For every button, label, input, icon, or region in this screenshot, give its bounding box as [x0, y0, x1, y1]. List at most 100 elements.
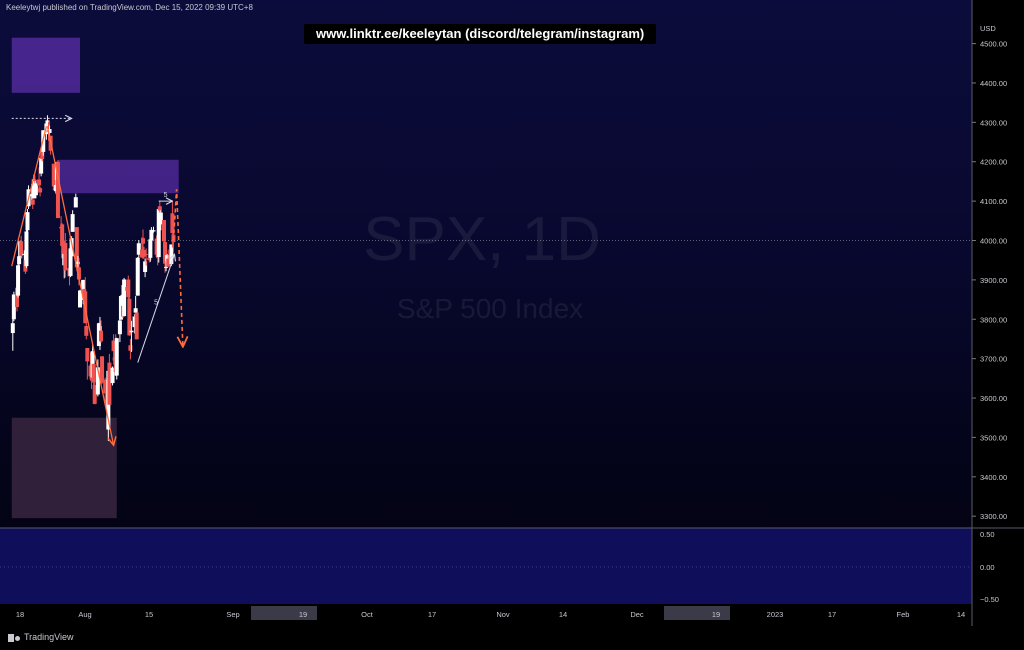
candle-body	[22, 253, 27, 255]
time-label: Aug	[78, 610, 91, 619]
projection	[172, 189, 182, 347]
time-highlight	[664, 606, 730, 620]
candle-body	[92, 385, 97, 404]
candle-body	[11, 294, 16, 320]
time-label: Feb	[897, 610, 910, 619]
candle	[134, 312, 139, 340]
candle-body	[84, 325, 89, 336]
indicator-label: −0.50	[980, 595, 999, 604]
time-label: Sep	[226, 610, 239, 619]
time-highlight	[251, 606, 317, 620]
candle-body	[29, 194, 34, 197]
candle	[63, 233, 68, 278]
candle-body	[45, 120, 50, 127]
price-axis-bg	[972, 0, 1024, 626]
candle-body	[85, 348, 90, 362]
candle-body	[136, 243, 141, 255]
candle-body	[39, 157, 44, 174]
candle-body	[112, 357, 117, 361]
candle-body	[17, 256, 22, 265]
candle-body	[114, 338, 119, 376]
candle-body	[61, 240, 66, 259]
tradingview-logo[interactable]: TradingView	[8, 632, 74, 642]
candle-body	[15, 287, 19, 308]
time-label: 19	[299, 610, 307, 619]
candle	[135, 257, 140, 296]
candle-body	[162, 220, 166, 242]
candle-body	[55, 162, 60, 219]
candle-body	[156, 209, 161, 258]
candle-body	[128, 345, 133, 351]
candle	[51, 163, 56, 189]
axes-layer: USD 4500.00 4400.00 4300.00 4200.00 4100.00 40…	[0, 0, 1024, 626]
downtrend-arrow	[46, 126, 113, 445]
tradingview-label: TradingView	[24, 632, 74, 642]
candle-body	[132, 316, 137, 328]
candle	[158, 210, 163, 231]
time-label: 14	[957, 610, 965, 619]
candle-body	[95, 367, 100, 395]
price-label: 4200.00	[980, 158, 1007, 167]
candle-body	[99, 330, 103, 342]
candle-body	[16, 265, 21, 296]
candle	[149, 227, 154, 242]
candle	[166, 249, 171, 267]
candle	[132, 314, 137, 334]
candle-body	[164, 266, 169, 268]
candle	[122, 277, 127, 317]
candle	[151, 226, 156, 233]
candle	[103, 377, 108, 403]
time-label: 19	[712, 610, 720, 619]
candle	[73, 193, 78, 208]
candle-body	[30, 199, 35, 205]
time-label: 2023	[767, 610, 784, 619]
candle-body	[53, 184, 58, 191]
candle-body	[135, 257, 140, 296]
candle	[129, 320, 134, 352]
candle	[10, 319, 15, 351]
candle	[33, 181, 38, 199]
price-label: 4100.00	[980, 197, 1007, 206]
candle	[127, 282, 132, 336]
wedge-support	[137, 254, 175, 363]
price-axis-unit: USD	[980, 24, 996, 33]
time-label: 14	[559, 610, 567, 619]
candle-body	[51, 163, 56, 187]
price-label: 3400.00	[980, 473, 1007, 482]
candle-body	[103, 379, 108, 394]
candle-body	[122, 279, 127, 317]
candle	[95, 359, 100, 397]
time-label: Dec	[630, 610, 644, 619]
candle	[117, 315, 122, 343]
price-label: 4300.00	[980, 118, 1007, 127]
mid-supply-zone	[57, 159, 179, 194]
candle-body	[143, 261, 148, 273]
candle-body	[37, 179, 42, 186]
candle	[16, 264, 21, 298]
candle	[92, 370, 97, 405]
candle-body	[60, 224, 65, 247]
price-label: 3600.00	[980, 394, 1007, 403]
candle	[154, 235, 159, 259]
candle-body	[75, 261, 80, 265]
candle-body	[76, 267, 81, 280]
time-label: 17	[828, 610, 836, 619]
candle-body	[33, 183, 38, 196]
candle	[53, 179, 58, 194]
zones-layer	[0, 37, 972, 519]
candle-body	[154, 238, 159, 255]
indicator-pane	[0, 528, 972, 604]
price-label: 3800.00	[980, 315, 1007, 324]
time-label: Oct	[361, 610, 374, 619]
candle-body	[70, 214, 75, 232]
candle-body	[157, 206, 162, 211]
candle-body	[32, 179, 37, 182]
candle	[114, 337, 119, 380]
candle	[100, 356, 105, 384]
indicator-label: 0.50	[980, 530, 995, 539]
time-label: 15	[145, 610, 153, 619]
candle-body	[110, 367, 115, 384]
candle-body	[24, 231, 29, 267]
